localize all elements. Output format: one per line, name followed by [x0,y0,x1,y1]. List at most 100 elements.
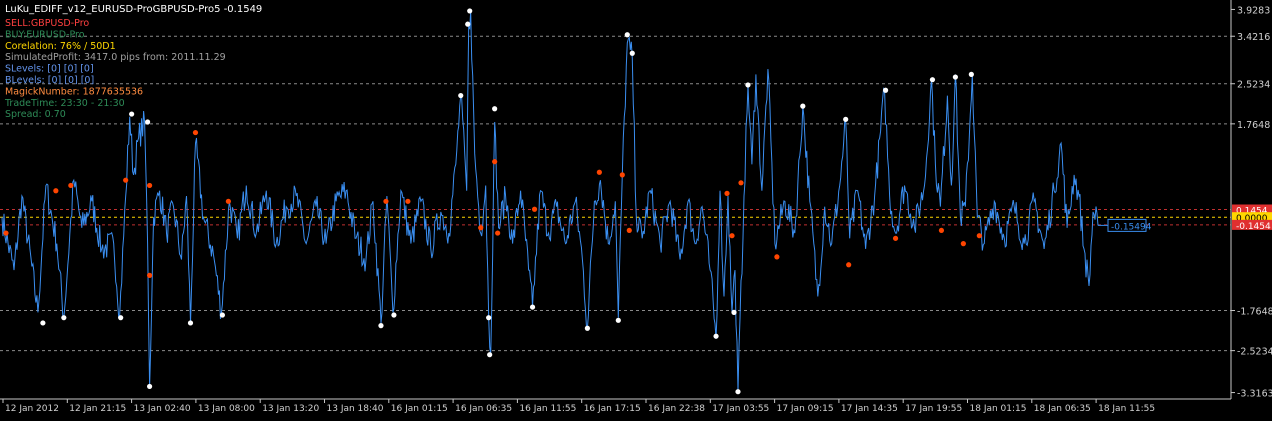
current-value-box [1107,218,1147,232]
x-tick-label: 13 Jan 18:40 [327,404,384,414]
extreme-marker-dot [219,312,225,318]
x-tick-label: 17 Jan 14:35 [841,404,898,414]
x-tick-label: 16 Jan 01:15 [391,404,448,414]
x-tick-label: 12 Jan 2012 [5,404,59,414]
signal-marker-dot [729,233,735,239]
level-value-label: -0.1454 [1236,222,1271,232]
signal-marker-dot [68,182,74,189]
info-line: SLevels: [0] [0] [0] [5,64,94,75]
info-line: BLevels: [0] [0] [0] [5,75,94,86]
extreme-marker-dot [467,8,473,14]
y-tick-label: -2.5234 [1237,347,1272,358]
info-line: MagickNumber: 1877635536 [5,86,143,97]
signal-marker-dot [774,254,780,260]
extreme-marker-dot [486,315,492,321]
info-line: SimulatedProfit: 3417.0 pips from: 2011.… [5,52,226,63]
extreme-marker-dot [487,352,493,358]
level-value-label: 0.0000 [1236,214,1268,224]
extreme-marker-dot [458,92,464,99]
x-tick-label: 16 Jan 06:35 [455,404,512,414]
info-line: Spread: 0.70 [5,109,66,120]
extreme-marker-dot [952,74,958,80]
signal-marker-dot [619,172,625,178]
extreme-marker-dot [735,389,741,395]
extreme-marker-dot [61,315,67,321]
extreme-marker-dot [145,119,151,125]
chart-title: LuKu_EDIFF_v12_EURUSD-ProGBPUSD-Pro5 -0.… [5,4,262,15]
extreme-marker-dot [391,312,397,318]
extreme-marker-dot [40,320,46,326]
extreme-marker-dot [624,32,630,38]
x-tick-label: 16 Jan 17:15 [584,404,641,414]
x-tick-label: 18 Jan 01:15 [970,404,1027,414]
signal-marker-dot [383,198,389,204]
signal-marker-dot [531,206,538,212]
signal-marker-dot [3,230,9,236]
current-value-label: -0.15494 [1111,222,1152,232]
series-layer [1,10,1108,392]
x-tick-label: 13 Jan 02:40 [134,404,191,414]
info-line: Corelation: 76% / 50D1 [5,41,116,52]
y-tick-label: -3.3163 [1237,389,1272,400]
extreme-marker-dot [529,304,536,310]
signal-marker-dot [53,188,59,194]
signal-marker-dot [478,225,484,231]
x-tick-label: 17 Jan 03:55 [712,404,769,414]
signal-marker-dot [596,169,602,175]
x-tick-label: 17 Jan 19:55 [905,404,962,414]
signal-marker-dot [960,241,966,247]
x-tick-label: 17 Jan 09:15 [777,404,834,414]
signal-marker-dot [846,262,852,268]
signal-marker-dot [938,227,945,234]
extreme-marker-dot [929,77,936,83]
signal-marker-dot [976,233,982,239]
x-tick-label: 13 Jan 13:20 [262,404,319,414]
x-tick-label: 16 Jan 22:38 [648,404,705,414]
extreme-marker-dot [146,383,153,390]
extreme-marker-dot [843,116,849,122]
info-line: TradeTime: 23:30 - 21:30 [4,98,125,109]
signal-marker-dot [192,129,199,136]
signal-marker-dot [626,227,632,234]
signal-dots [3,8,982,395]
extreme-marker-dot [731,309,737,315]
signal-marker-dot [146,182,153,189]
x-tick-label: 12 Jan 21:15 [69,404,126,414]
extreme-marker-dot [713,333,719,339]
level-value-label: 0.1454 [1236,206,1268,216]
y-tick-label: -1.7648 [1237,307,1272,318]
signal-marker-dot [225,198,231,204]
info-panel: LuKu_EDIFF_v12_EURUSD-ProGBPUSD-Pro5 -0.… [4,4,262,120]
level-value-box [1232,204,1272,215]
info-line: SELL:GBPUSD-Pro [5,18,89,29]
x-tick-label: 16 Jan 11:55 [519,404,576,414]
level-value-box [1232,219,1272,230]
extreme-marker-dot [882,87,889,93]
extreme-marker-dot [615,317,621,323]
y-tick-label: 3.9283 [1237,5,1270,16]
signal-marker-dot [738,180,744,186]
extreme-marker-dot [378,323,384,329]
extreme-marker-dot [968,71,974,77]
signal-marker-dot [123,177,129,183]
extreme-marker-dot [745,82,751,88]
signal-marker-dot [495,230,501,236]
extreme-marker-dot [129,111,135,117]
signal-marker-dot [892,235,899,241]
level-value-box [1232,212,1272,223]
signal-marker-dot [405,198,411,204]
extreme-marker-dot [118,315,124,321]
y-tick-label: 1.7648 [1237,120,1270,131]
signal-marker-dot [146,272,153,278]
y-tick-label: 2.5234 [1237,80,1270,91]
extreme-marker-dot [629,50,635,56]
signal-marker-dot [724,190,730,196]
x-tick-label: 18 Jan 11:55 [1098,404,1155,414]
extreme-marker-dot [584,325,590,331]
extreme-marker-dot [492,106,498,112]
y-tick-label: 3.4216 [1237,32,1270,43]
extreme-marker-dot [187,320,194,326]
